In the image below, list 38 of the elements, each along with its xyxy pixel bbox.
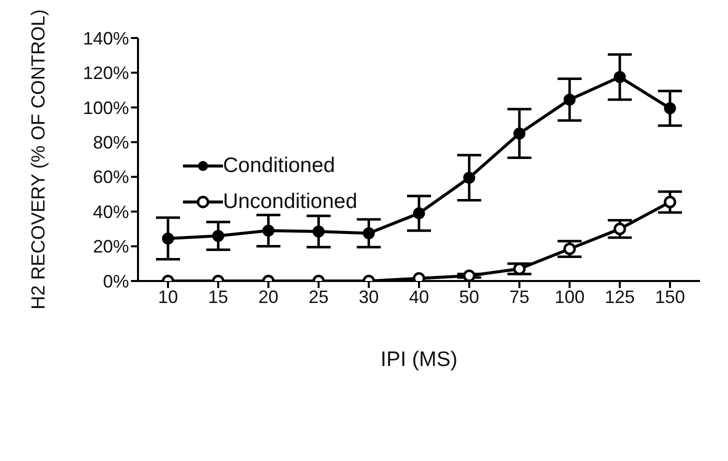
x-tick-label: 75 (509, 286, 530, 307)
y-axis-title: H2 RECOVERY (% OF CONTROL) (28, 9, 50, 310)
x-tick-label: 50 (459, 286, 480, 307)
point (462, 270, 476, 281)
y-tick-label: 100% (82, 98, 129, 118)
point (664, 196, 676, 208)
point (513, 127, 526, 140)
x-tick-label: 150 (654, 286, 686, 307)
x-tick-label: 10 (158, 286, 178, 307)
x-tick-label: 30 (358, 286, 379, 307)
point (563, 242, 576, 256)
point (413, 207, 425, 220)
x-tick-label: 15 (208, 286, 228, 307)
point (262, 224, 274, 237)
point (463, 172, 476, 184)
point (564, 94, 576, 106)
point (362, 227, 375, 240)
y-tick-label: 140% (82, 28, 129, 48)
point (614, 222, 626, 236)
y-tick-label: 60% (92, 167, 129, 188)
legend-label: Conditioned (223, 154, 336, 178)
legend-label: Unconditioned (223, 190, 358, 214)
y-tick-label: 0% (102, 271, 129, 292)
y-tick-label: 20% (92, 236, 129, 257)
x-tick-label: 125 (604, 286, 635, 307)
y-tick-label: 120% (82, 63, 129, 84)
x-axis-title: IPI (MS) (380, 348, 458, 371)
point (664, 102, 676, 114)
point (312, 226, 325, 238)
x-tick-label: 100 (554, 286, 585, 307)
x-tick-label: 40 (408, 286, 430, 307)
point (614, 71, 626, 84)
point (162, 232, 174, 244)
y-tick-label: 80% (92, 132, 129, 153)
x-tick-label: 25 (308, 286, 329, 307)
x-tick-label: 20 (258, 286, 278, 307)
point (212, 230, 224, 242)
y-tick-label: 40% (92, 202, 129, 222)
